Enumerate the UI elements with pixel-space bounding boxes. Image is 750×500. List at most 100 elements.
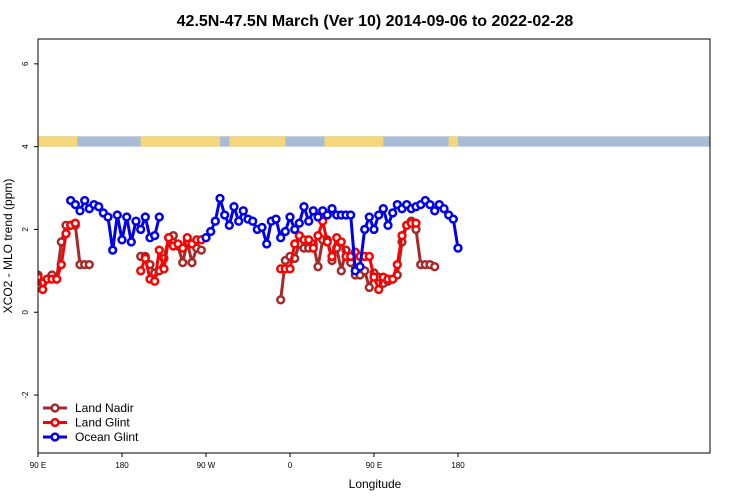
data-point-ocean-glint <box>257 222 267 233</box>
data-point-land-glint <box>285 264 295 274</box>
data-point-ocean-glint <box>215 193 225 204</box>
legend-marker-ocean-glint <box>50 432 60 442</box>
data-point-ocean-glint <box>290 224 300 235</box>
data-point-ocean-glint <box>327 204 337 214</box>
data-point-land-glint <box>61 228 71 239</box>
data-point-ocean-glint <box>448 214 458 224</box>
x-tick-label: 0 <box>288 461 293 470</box>
x-tick-label: 90 W <box>197 461 216 470</box>
data-point-ocean-glint <box>313 212 323 222</box>
data-point-ocean-glint <box>364 212 374 222</box>
data-point-ocean-glint <box>299 202 309 212</box>
series-layer <box>38 193 463 305</box>
data-point-land-nadir <box>336 266 346 276</box>
series-line-land-nadir <box>279 218 436 300</box>
data-point-land-glint <box>369 272 379 282</box>
data-point-ocean-glint <box>140 212 150 222</box>
data-point-ocean-glint <box>294 218 304 228</box>
data-point-ocean-glint <box>285 212 295 222</box>
data-point-land-glint <box>182 233 192 243</box>
data-point-ocean-glint <box>280 226 290 237</box>
chart-title: 42.5N-47.5N March (Ver 10) 2014-09-06 to… <box>177 13 574 30</box>
data-point-ocean-glint <box>131 216 141 226</box>
data-point-land-glint <box>308 243 318 253</box>
data-point-ocean-glint <box>308 206 318 216</box>
data-point-ocean-glint <box>103 212 113 222</box>
y-tick-label: 4 <box>21 144 30 149</box>
data-point-land-glint <box>56 259 66 270</box>
data-point-land-glint <box>38 272 43 282</box>
x-tick-label: 90 E <box>366 461 382 470</box>
data-point-land-nadir <box>196 245 206 255</box>
data-point-land-glint <box>164 233 174 243</box>
data-point-land-glint <box>136 266 146 276</box>
data-point-ocean-glint <box>94 202 104 212</box>
data-point-ocean-glint <box>154 212 164 222</box>
x-tick-label: 90 E <box>30 461 46 470</box>
data-point-ocean-glint <box>201 233 211 243</box>
land-band-segment <box>448 136 458 147</box>
data-point-land-glint <box>150 276 160 286</box>
data-point-land-nadir <box>178 257 188 268</box>
data-point-ocean-glint <box>388 208 398 218</box>
x-tick-label: 180 <box>451 461 465 470</box>
data-point-land-nadir <box>364 282 374 293</box>
data-point-ocean-glint <box>355 262 365 272</box>
data-point-ocean-glint <box>126 237 136 247</box>
data-point-ocean-glint <box>276 233 286 243</box>
data-point-ocean-glint <box>75 206 85 216</box>
land-mask-band <box>38 136 710 147</box>
data-point-land-nadir <box>313 262 323 272</box>
data-point-ocean-glint <box>383 220 393 230</box>
land-band-segment <box>229 136 286 147</box>
y-axis-label: XCO2 - MLO trend (ppm) <box>1 179 15 314</box>
y-tick-label: 0 <box>21 309 30 314</box>
data-point-land-glint <box>140 253 150 264</box>
data-point-ocean-glint <box>248 216 258 226</box>
data-point-ocean-glint <box>224 220 234 230</box>
data-point-ocean-glint <box>234 216 244 226</box>
data-point-ocean-glint <box>369 224 379 235</box>
data-point-ocean-glint <box>346 210 356 220</box>
land-band-segment <box>140 136 220 147</box>
data-point-ocean-glint <box>262 239 272 249</box>
y-tick-label: -2 <box>21 391 30 399</box>
data-point-ocean-glint <box>220 210 230 220</box>
data-point-ocean-glint <box>304 216 314 226</box>
legend-item-ocean-glint: Ocean Glint <box>43 430 139 444</box>
data-point-ocean-glint <box>360 224 370 235</box>
data-point-land-glint <box>336 237 346 247</box>
data-point-land-glint <box>52 274 62 284</box>
data-point-land-glint <box>364 251 374 262</box>
y-tick-label: 2 <box>21 227 30 232</box>
data-point-ocean-glint <box>117 235 127 245</box>
legend-label-land-glint: Land Glint <box>75 416 130 430</box>
data-point-ocean-glint <box>271 214 281 224</box>
data-point-ocean-glint <box>322 210 332 220</box>
data-point-land-glint <box>38 284 48 295</box>
data-point-ocean-glint <box>453 243 463 253</box>
land-band-segment <box>324 136 384 147</box>
data-point-land-glint <box>388 274 398 284</box>
data-point-land-glint <box>411 218 421 228</box>
data-point-ocean-glint <box>108 245 118 255</box>
data-point-land-glint <box>313 230 323 241</box>
data-point-ocean-glint <box>122 212 132 222</box>
data-point-land-nadir <box>276 295 286 305</box>
data-point-ocean-glint <box>229 202 239 212</box>
data-point-ocean-glint <box>210 216 220 226</box>
data-point-land-glint <box>392 259 402 270</box>
plot-frame <box>37 38 711 454</box>
data-point-ocean-glint <box>238 206 248 216</box>
data-point-ocean-glint <box>136 224 146 235</box>
data-point-land-glint <box>327 251 337 262</box>
data-point-land-nadir <box>187 257 197 268</box>
legend-marker-land-glint <box>50 417 60 428</box>
data-point-ocean-glint <box>374 210 384 220</box>
data-point-ocean-glint <box>439 204 449 214</box>
x-axis-label: Longitude <box>349 477 402 491</box>
data-point-land-glint <box>70 218 80 228</box>
data-point-ocean-glint <box>206 226 216 237</box>
